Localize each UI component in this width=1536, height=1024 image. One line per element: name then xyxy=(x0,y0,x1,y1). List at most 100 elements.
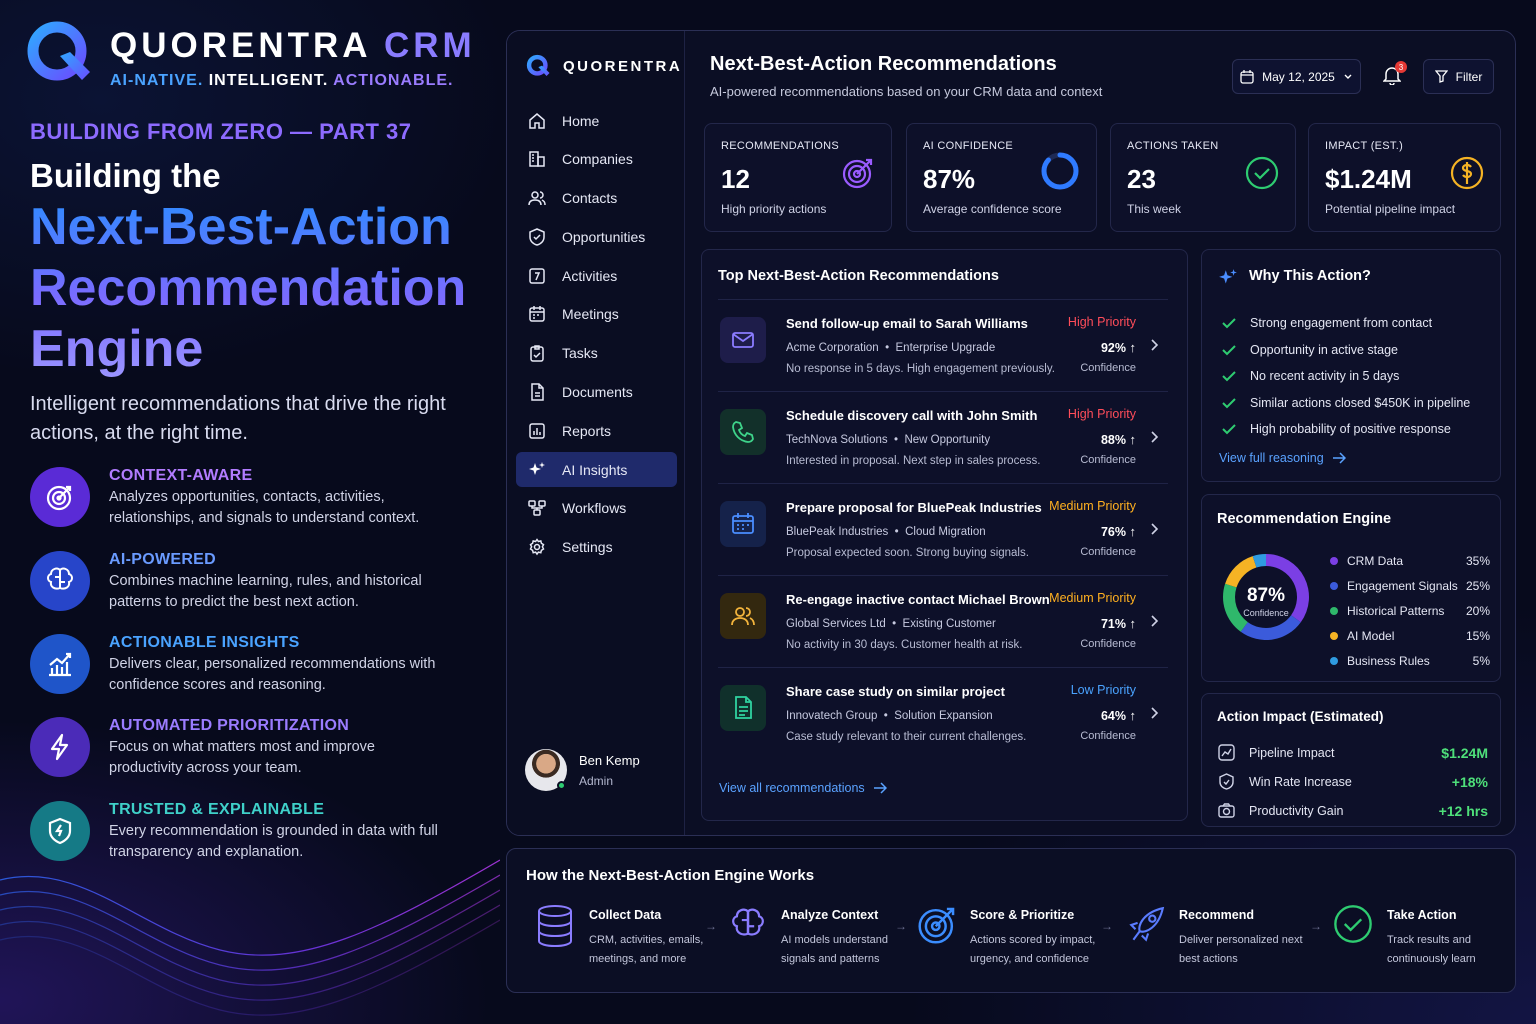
sidebar-item-activities[interactable]: Activities xyxy=(516,258,677,293)
priority-badge: Low Priority xyxy=(1070,683,1136,697)
sidebar-logo[interactable]: QUORENTRA xyxy=(525,53,682,79)
chevron-right-icon[interactable] xyxy=(1150,614,1160,628)
users-icon xyxy=(528,191,546,206)
feature-title: CONTEXT-AWARE xyxy=(109,467,253,484)
donut-slice-business-rules[interactable] xyxy=(1252,554,1266,568)
chevron-right-icon[interactable] xyxy=(1150,706,1160,720)
impact-row-productivity: Productivity Gain +12 hrs xyxy=(1218,796,1488,825)
chevron-right-icon[interactable] xyxy=(1150,522,1160,536)
recommendation-row[interactable]: Send follow-up email to Sarah Williams Ac… xyxy=(718,299,1168,391)
recommendation-meta: Innovatech Group • Solution Expansion xyxy=(786,710,993,722)
target-icon xyxy=(842,158,873,189)
arrow-right-icon: → xyxy=(895,919,907,933)
donut-slice-historical-patterns[interactable] xyxy=(1223,583,1248,632)
hero-title-lead: Building the xyxy=(30,157,221,194)
feature-automated-prioritization: AUTOMATED PRIORITIZATION Focus on what m… xyxy=(30,717,460,787)
notifications-button[interactable]: 3 xyxy=(1383,61,1407,85)
confidence-value: 88% ↑ xyxy=(1100,432,1136,447)
clipboard-icon xyxy=(530,345,544,363)
impact-value: +18% xyxy=(1451,773,1488,790)
sidebar-item-companies[interactable]: Companies xyxy=(516,142,677,177)
legend-swatch xyxy=(1330,656,1338,665)
mail-icon xyxy=(720,317,766,363)
recommendation-title: Re-engage inactive contact Michael Brown xyxy=(786,592,1050,607)
feature-title: AUTOMATED PRIORITIZATION xyxy=(109,717,350,734)
recommendation-meta: Global Services Ltd • Existing Customer xyxy=(786,618,996,630)
sidebar-item-reports[interactable]: Reports xyxy=(516,413,677,448)
donut-slice-ai-model[interactable] xyxy=(1225,556,1257,588)
impact-row-pipeline: Pipeline Impact $1.24M xyxy=(1218,738,1488,767)
feature-context-aware: CONTEXT-AWARE Analyzes opportunities, co… xyxy=(30,467,460,537)
recommendation-row[interactable]: Prepare proposal for BluePeak Industries… xyxy=(718,483,1168,575)
wave-decoration xyxy=(0,859,500,1016)
hero-lead: Intelligent recommendations that drive t… xyxy=(30,393,446,444)
target-icon xyxy=(918,907,955,944)
step-desc: Actions scored by impact, urgency, and c… xyxy=(970,934,1096,965)
brain-icon xyxy=(732,908,764,936)
view-full-reasoning-link[interactable]: View full reasoning xyxy=(1219,451,1346,465)
legend-item: Engagement Signals 25% xyxy=(1330,574,1490,599)
user-profile[interactable]: Ben Kemp Admin xyxy=(525,749,640,791)
legend-swatch xyxy=(1330,582,1338,591)
sidebar-item-settings[interactable]: Settings xyxy=(516,530,677,565)
chevron-right-icon[interactable] xyxy=(1150,430,1160,444)
step-title: Take Action xyxy=(1387,908,1457,922)
donut-slice-crm-data[interactable] xyxy=(1266,554,1309,623)
step-title: Recommend xyxy=(1179,908,1255,922)
step-title: Analyze Context xyxy=(781,908,879,922)
legend-value: 15% xyxy=(1465,628,1490,643)
feature-title: ACTIONABLE INSIGHTS xyxy=(109,634,300,651)
feature-desc: Focus on what matters most and improve p… xyxy=(109,739,375,776)
arrow-right-icon xyxy=(1332,452,1346,464)
feature-desc: Combines machine learning, rules, and hi… xyxy=(109,573,422,610)
chart-legend: CRM Data 35% Engagement Signals 25% Historic… xyxy=(1330,549,1490,673)
recommendation-row[interactable]: Re-engage inactive contact Michael Brown… xyxy=(718,575,1168,667)
recommendation-title: Prepare proposal for BluePeak Industries xyxy=(786,500,1042,515)
impact-value: +12 hrs xyxy=(1438,802,1488,819)
gear-icon xyxy=(529,538,545,556)
recommendation-row[interactable]: Schedule discovery call with John Smith T… xyxy=(718,391,1168,483)
feature-desc: Every recommendation is grounded in data… xyxy=(109,823,438,860)
legend-swatch xyxy=(1330,557,1338,566)
recommendation-note: Proposal expected soon. Strong buying si… xyxy=(786,547,1029,559)
reason-text: Similar actions closed $450K in pipeline xyxy=(1250,395,1471,410)
sidebar-item-opportunities[interactable]: Opportunities xyxy=(516,219,677,254)
legend-item: CRM Data 35% xyxy=(1330,549,1490,574)
impact-label: Pipeline Impact xyxy=(1249,745,1335,760)
chevron-right-icon[interactable] xyxy=(1150,338,1160,352)
quorentra-logo-icon xyxy=(526,54,550,77)
workflow-icon xyxy=(528,500,546,517)
sidebar-item-contacts[interactable]: Contacts xyxy=(516,181,677,216)
legend-label: Engagement Signals xyxy=(1347,579,1458,594)
reason-item: Strong engagement from contact xyxy=(1222,310,1470,337)
step-desc: Deliver personalized next best actions xyxy=(1179,934,1303,965)
check-icon xyxy=(1222,398,1236,409)
phone-icon xyxy=(720,409,766,455)
target-icon xyxy=(30,467,90,527)
sidebar-item-tasks[interactable]: Tasks xyxy=(516,336,677,371)
sidebar-item-ai-insights[interactable]: AI Insights xyxy=(516,452,677,488)
view-all-recommendations-link[interactable]: View all recommendations xyxy=(719,781,887,795)
sidebar-item-label: Activities xyxy=(562,267,618,284)
reason-item: High probability of positive response xyxy=(1222,416,1470,443)
calendar-icon xyxy=(1240,69,1254,84)
date-label: May 12, 2025 xyxy=(1262,69,1335,84)
confidence-label: Confidence xyxy=(1080,638,1136,650)
filter-button[interactable]: Filter xyxy=(1423,59,1494,94)
kpi-value: 12 xyxy=(721,164,750,194)
recommendation-row[interactable]: Share case study on similar project Innov… xyxy=(718,667,1168,759)
donut-slice-engagement-signals[interactable] xyxy=(1240,615,1301,640)
sidebar-item-label: Documents xyxy=(562,384,633,401)
priority-badge: High Priority xyxy=(1067,315,1136,329)
sidebar-item-meetings[interactable]: Meetings xyxy=(516,297,677,332)
sidebar-item-workflows[interactable]: Workflows xyxy=(516,491,677,526)
sidebar-item-home[interactable]: Home xyxy=(516,103,677,138)
brain-icon xyxy=(30,551,90,611)
avatar xyxy=(525,749,567,791)
check-icon xyxy=(1222,318,1236,329)
legend-value: 5% xyxy=(1472,653,1490,668)
kpi-value: $1.24M xyxy=(1325,164,1412,194)
date-picker[interactable]: May 12, 2025 xyxy=(1232,59,1361,94)
sidebar-item-documents[interactable]: Documents xyxy=(516,375,677,410)
shield-check-icon xyxy=(529,228,545,246)
